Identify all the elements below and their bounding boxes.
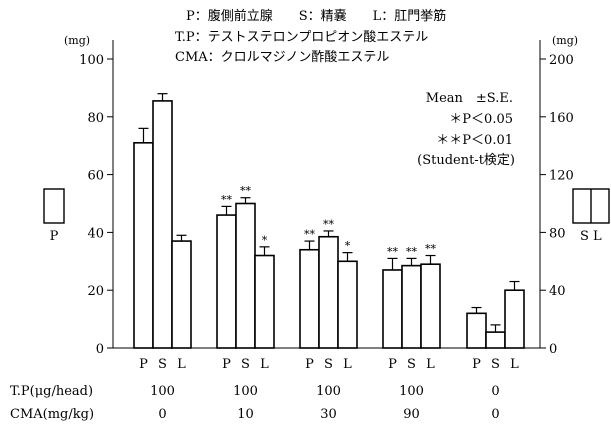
right-tick-label: 160 xyxy=(549,111,574,126)
cma-dose-value: 90 xyxy=(403,407,420,422)
cma-row-label: CMA(mg/kg) xyxy=(10,407,94,422)
bar-L xyxy=(171,240,192,349)
bar-letter-S: S xyxy=(324,357,333,372)
bar-letter-L: L xyxy=(426,357,435,372)
right-tick-label: 200 xyxy=(549,53,574,68)
cma-dose-value: 30 xyxy=(320,407,337,422)
tp-dose-value: 100 xyxy=(150,384,175,399)
bar-letter-S: S xyxy=(491,357,500,372)
left-tick-label: 20 xyxy=(87,284,104,299)
bar-letter-S: S xyxy=(158,357,167,372)
right-tick-label: 0 xyxy=(549,342,557,357)
significance-mark: ** xyxy=(304,228,316,241)
left-tick-label: 100 xyxy=(79,53,104,68)
bar-letter-P: P xyxy=(388,357,397,372)
significance-mark: ** xyxy=(323,218,335,231)
dose-table-values: 100 100 100 100 0 0 10 30 90 0 xyxy=(150,384,500,422)
bar-S xyxy=(318,235,339,349)
significance-mark: ** xyxy=(425,243,437,256)
bar-letter-L: L xyxy=(177,357,186,372)
stats-p05: ＊P＜0.05 xyxy=(449,112,513,127)
stats-p01: ＊＊P＜0.01 xyxy=(436,133,513,148)
significance-mark: ** xyxy=(387,245,399,258)
cma-dose-value: 0 xyxy=(491,407,499,422)
right-tick-label: 40 xyxy=(549,284,566,299)
right-key-label: S L xyxy=(580,229,602,244)
cma-dose-value: 0 xyxy=(158,407,166,422)
legend-line-2: T.P：テストステロンプロピオン酸エステル xyxy=(175,30,428,45)
bar-S xyxy=(485,331,506,349)
bar-P xyxy=(216,214,237,349)
left-tick-label: 80 xyxy=(87,111,104,126)
right-tick-label: 80 xyxy=(549,226,566,241)
tp-dose-value: 0 xyxy=(491,384,499,399)
bar-groups: ************* * ** xyxy=(133,93,525,349)
bar-L xyxy=(420,263,441,349)
bar-S xyxy=(152,100,173,349)
right-tick-label: 120 xyxy=(549,169,574,184)
left-axis-ticks: 0 20 40 60 80 100 xyxy=(79,53,113,357)
bar-S xyxy=(401,264,422,349)
bar-letter-P: P xyxy=(472,357,481,372)
left-key-label: P xyxy=(50,229,59,244)
bar-P xyxy=(466,312,487,349)
stats-mean: Mean ±S.E. xyxy=(426,91,513,106)
bar-letter-labels: P P P P PS S S S SL L L L L xyxy=(139,357,519,372)
significance-mark: ** xyxy=(406,245,418,258)
bar-P xyxy=(382,269,403,349)
right-axis-unit: (mg) xyxy=(552,34,578,47)
tp-dose-value: 100 xyxy=(233,384,258,399)
bar-P xyxy=(133,142,154,349)
significance-mark: * xyxy=(345,240,351,253)
cma-dose-value: 10 xyxy=(237,407,254,422)
stats-test: (Student-t検定) xyxy=(417,153,515,168)
bar-L xyxy=(504,289,525,349)
left-axis-unit: (mg) xyxy=(64,34,90,47)
legend-line-3: CMA：クロルマジノン酢酸エステル xyxy=(175,50,389,65)
significance-mark: ** xyxy=(240,185,252,198)
tp-dose-value: 100 xyxy=(399,384,424,399)
bar-S xyxy=(235,202,256,349)
bar-letter-P: P xyxy=(305,357,314,372)
bar-letter-L: L xyxy=(510,357,519,372)
significance-mark: * xyxy=(262,234,268,247)
legend-line-1: P：腹側前立腺 S：精嚢 L：肛門挙筋 xyxy=(186,8,446,24)
bar-L xyxy=(337,260,358,349)
bar-letter-S: S xyxy=(241,357,250,372)
left-tick-label: 60 xyxy=(87,169,104,184)
tp-row-label: T.P(μg/head) xyxy=(10,384,93,399)
bar-letter-P: P xyxy=(222,357,231,372)
right-axis-ticks: 0 40 80 120 160 200 xyxy=(540,53,574,357)
left-tick-label: 0 xyxy=(96,342,104,357)
left-key-box xyxy=(43,188,65,224)
bar-letter-P: P xyxy=(139,357,148,372)
significance-mark: ** xyxy=(221,193,233,206)
bar-letter-L: L xyxy=(343,357,352,372)
tp-dose-value: 100 xyxy=(316,384,341,399)
bar-L xyxy=(254,254,275,349)
bar-letter-L: L xyxy=(260,357,269,372)
left-tick-label: 40 xyxy=(87,226,104,241)
bar-P xyxy=(299,248,320,349)
bar-letter-S: S xyxy=(407,357,416,372)
